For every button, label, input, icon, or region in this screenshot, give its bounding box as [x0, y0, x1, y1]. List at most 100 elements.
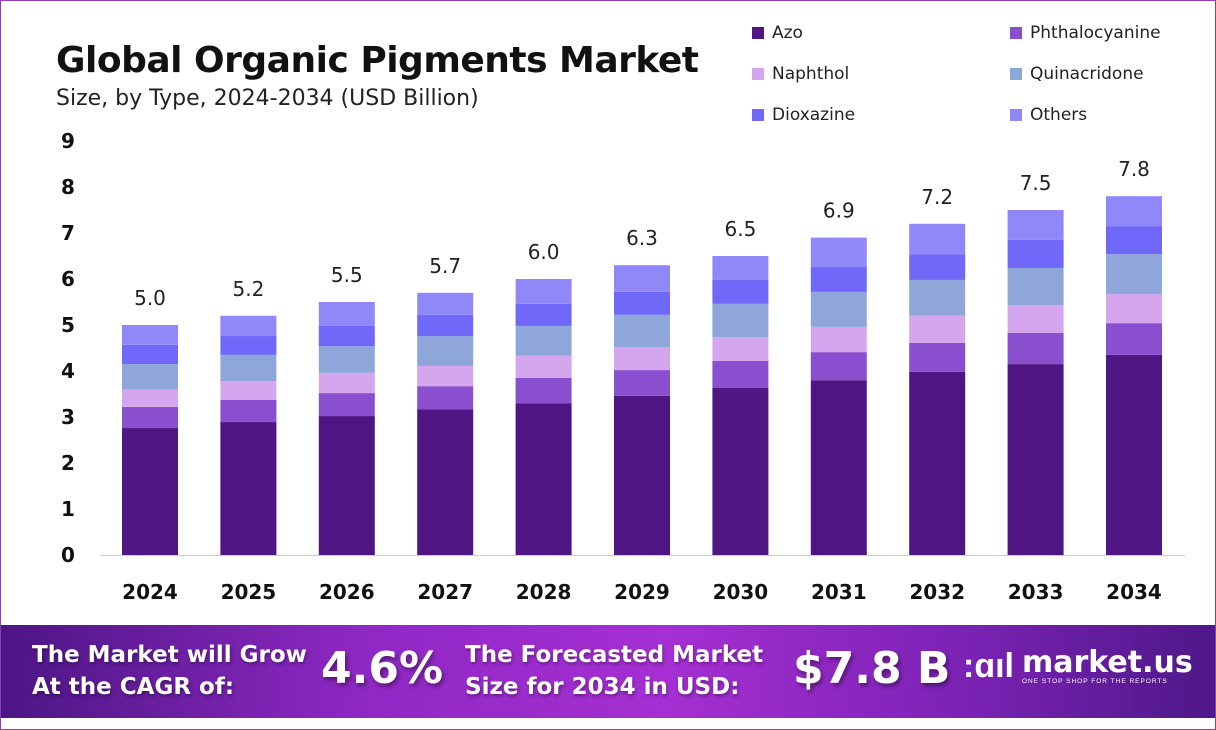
bar-segment-azo-2027 [417, 409, 474, 555]
total-label-2024: 5.0 [134, 286, 166, 310]
cagr-label: The Market will Grow At the CAGR of: [32, 639, 307, 703]
total-label-2031: 6.9 [823, 199, 855, 223]
x-tick-label-2027: 2027 [417, 580, 473, 604]
bar-segment-quinacridone-2033 [1007, 267, 1064, 306]
market-us-logo[interactable]: :ɑıl market.us ONE STOP SHOP FOR THE REP… [963, 647, 1193, 686]
bar-segment-dioxazine-2028 [515, 303, 572, 326]
bar-segment-others-2030 [712, 256, 769, 280]
forecast-label: The Forecasted Market Size for 2034 in U… [465, 639, 763, 703]
legend-item-dioxazine: Dioxazine [752, 104, 1010, 126]
y-tick-label: 4 [61, 359, 75, 383]
bar-segment-naphthol-2025 [220, 381, 277, 400]
legend-label: Naphthol [772, 64, 850, 84]
legend-item-others: Others [1010, 104, 1190, 126]
total-label-2034: 7.8 [1118, 157, 1150, 181]
bar-segment-dioxazine-2029 [614, 291, 670, 315]
bar-segment-naphthol-2032 [909, 315, 966, 343]
bar-segment-phthalocyanine-2029 [614, 370, 670, 396]
bar-segment-dioxazine-2025 [220, 336, 277, 355]
legend-label: Dioxazine [772, 105, 856, 125]
legend-swatch [1010, 109, 1022, 121]
x-tick-label-2033: 2033 [1008, 580, 1064, 604]
y-tick-label: 9 [61, 129, 75, 153]
bar-segment-quinacridone-2028 [515, 325, 572, 356]
bar-segment-azo-2026 [318, 416, 375, 555]
bar-segment-phthalocyanine-2030 [712, 360, 769, 389]
forecast-value: $7.8 B [793, 643, 951, 694]
legend-swatch [752, 68, 764, 80]
x-tick-label-2034: 2034 [1106, 580, 1162, 604]
bar-segment-dioxazine-2030 [712, 279, 769, 304]
x-tick-label-2024: 2024 [122, 580, 178, 604]
bar-segment-dioxazine-2033 [1007, 239, 1064, 268]
bar-segment-azo-2028 [515, 403, 572, 555]
bar-segment-quinacridone-2026 [318, 346, 375, 373]
bar-segment-naphthol-2033 [1007, 305, 1064, 333]
legend: Azo Phthalocyanine Naphthol Quinacridone Dio… [752, 22, 1192, 126]
forecast-label-line2: Size for 2034 in USD: [465, 674, 740, 700]
chart-subtitle: Size, by Type, 2024-2034 (USD Billion) [56, 86, 479, 111]
cagr-value: 4.6% [321, 643, 444, 694]
bar-segment-dioxazine-2034 [1106, 226, 1162, 255]
bar-segment-others-2025 [220, 315, 277, 337]
bar-segment-azo-2033 [1007, 364, 1064, 555]
y-tick-label: 8 [61, 175, 75, 199]
bar-segment-dioxazine-2027 [417, 314, 474, 337]
bar-segment-phthalocyanine-2033 [1007, 332, 1064, 365]
bar-segment-others-2031 [810, 237, 867, 268]
bar-segment-azo-2031 [810, 380, 867, 555]
bar-segment-quinacridone-2030 [712, 303, 769, 337]
y-tick-label: 1 [61, 497, 75, 521]
legend-swatch [1010, 68, 1022, 80]
bar-segment-naphthol-2028 [515, 355, 572, 378]
x-tick-label-2029: 2029 [614, 580, 670, 604]
logo-tagline: ONE STOP SHOP FOR THE REPORTS [1021, 678, 1168, 685]
bar-segment-others-2032 [909, 223, 966, 255]
bar-segment-others-2034 [1106, 196, 1162, 227]
x-tick-label-2030: 2030 [713, 580, 769, 604]
total-label-2030: 6.5 [724, 217, 756, 241]
bar-segment-dioxazine-2032 [909, 254, 966, 280]
y-tick-label: 3 [61, 405, 75, 429]
summary-banner: The Market will Grow At the CAGR of: 4.6… [1, 625, 1215, 718]
total-label-2029: 6.3 [626, 226, 658, 250]
bar-segment-azo-2029 [614, 395, 670, 555]
y-tick-label: 5 [61, 313, 75, 337]
bar-segment-naphthol-2024 [122, 389, 178, 407]
x-tick-label-2032: 2032 [909, 580, 965, 604]
bar-segment-phthalocyanine-2027 [417, 386, 474, 410]
y-tick-label: 7 [61, 221, 75, 245]
logo-mark-icon: :ɑıl [963, 647, 1014, 685]
bar-segment-dioxazine-2026 [318, 325, 375, 347]
y-tick-label: 2 [61, 451, 75, 475]
bar-segment-phthalocyanine-2034 [1106, 323, 1162, 355]
bar-segment-dioxazine-2024 [122, 344, 178, 365]
bar-segment-naphthol-2026 [318, 372, 375, 394]
bar-segment-others-2033 [1007, 210, 1064, 240]
bar-segment-others-2024 [122, 325, 178, 345]
total-label-2025: 5.2 [232, 277, 264, 301]
legend-item-naphthol: Naphthol [752, 63, 1010, 85]
bar-segment-naphthol-2029 [614, 347, 670, 371]
legend-label: Others [1030, 105, 1088, 125]
bar-segment-others-2029 [614, 265, 670, 292]
bar-segment-azo-2032 [909, 371, 966, 555]
x-tick-label-2028: 2028 [516, 580, 572, 604]
logo-name: market.us [1021, 645, 1193, 680]
total-label-2028: 6.0 [528, 240, 560, 264]
total-label-2032: 7.2 [921, 185, 953, 209]
total-label-2027: 5.7 [429, 254, 461, 278]
bar-segment-naphthol-2030 [712, 336, 769, 361]
bar-segment-phthalocyanine-2031 [810, 352, 867, 381]
legend-item-azo: Azo [752, 22, 1010, 44]
cagr-label-line2: At the CAGR of: [32, 674, 235, 700]
forecast-label-line1: The Forecasted Market [465, 642, 764, 668]
total-label-2033: 7.5 [1020, 171, 1052, 195]
bar-segment-dioxazine-2031 [810, 267, 867, 292]
stacked-bar-chart: 0 1 2 3 4 5 6 7 8 9 5.0 2024 5.2 2025 5.5 2026 5.7 2027 6.… [61, 129, 1185, 604]
bar-segment-quinacridone-2031 [810, 291, 867, 327]
legend-item-phthalocyanine: Phthalocyanine [1010, 22, 1190, 44]
bar-segment-phthalocyanine-2026 [318, 393, 375, 417]
y-tick-label: 0 [61, 543, 75, 567]
x-tick-label-2026: 2026 [319, 580, 375, 604]
